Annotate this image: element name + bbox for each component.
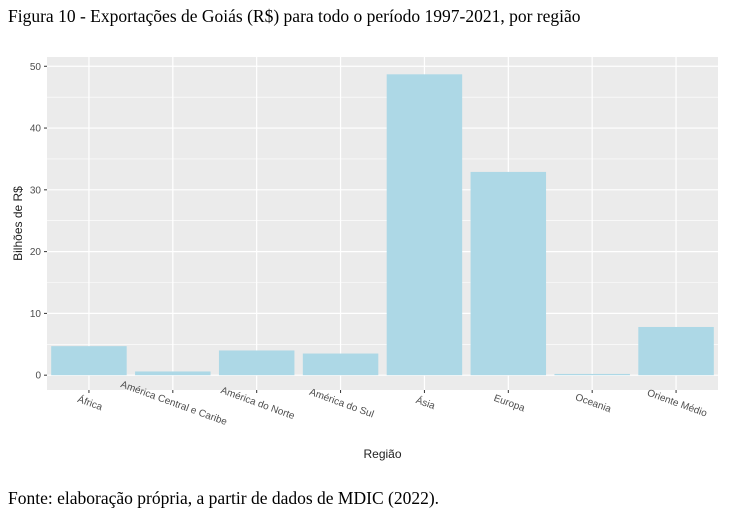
y-axis-title: Bilhões de R$: [11, 186, 25, 261]
bar: [218, 350, 295, 376]
y-axis: 0 10 20 30 40 50: [30, 62, 47, 382]
plot-panel: [47, 57, 718, 390]
x-tick-label: América do Norte: [219, 385, 296, 422]
y-tick-label: 50: [30, 62, 42, 73]
bar: [470, 171, 547, 376]
y-tick-label: 40: [30, 124, 42, 135]
y-tick-label: 10: [30, 309, 42, 320]
x-tick-label: América do Sul: [308, 387, 375, 421]
bars: [51, 74, 714, 376]
x-axis-title: Região: [363, 447, 401, 461]
bar: [554, 373, 630, 376]
bar: [51, 346, 127, 376]
bar: [302, 353, 379, 376]
x-tick-label: África: [76, 392, 105, 413]
minor-gridlines: [47, 96, 718, 345]
bar: [386, 74, 463, 376]
y-tick-label: 0: [35, 371, 41, 382]
y-tick-label: 20: [30, 247, 42, 258]
x-tick-label: Europa: [492, 393, 526, 415]
figure-caption: Figura 10 - Exportações de Goiás (R$) pa…: [8, 6, 581, 26]
x-tick-label: Ásia: [414, 393, 437, 412]
bar: [135, 371, 211, 376]
bar: [638, 326, 714, 376]
figure-source: Fonte: elaboração própria, a partir de d…: [8, 488, 440, 508]
x-tick-label: Oceania: [574, 392, 613, 415]
y-tick-label: 30: [30, 185, 42, 196]
x-tick-label: Oriente Médio: [646, 388, 709, 420]
